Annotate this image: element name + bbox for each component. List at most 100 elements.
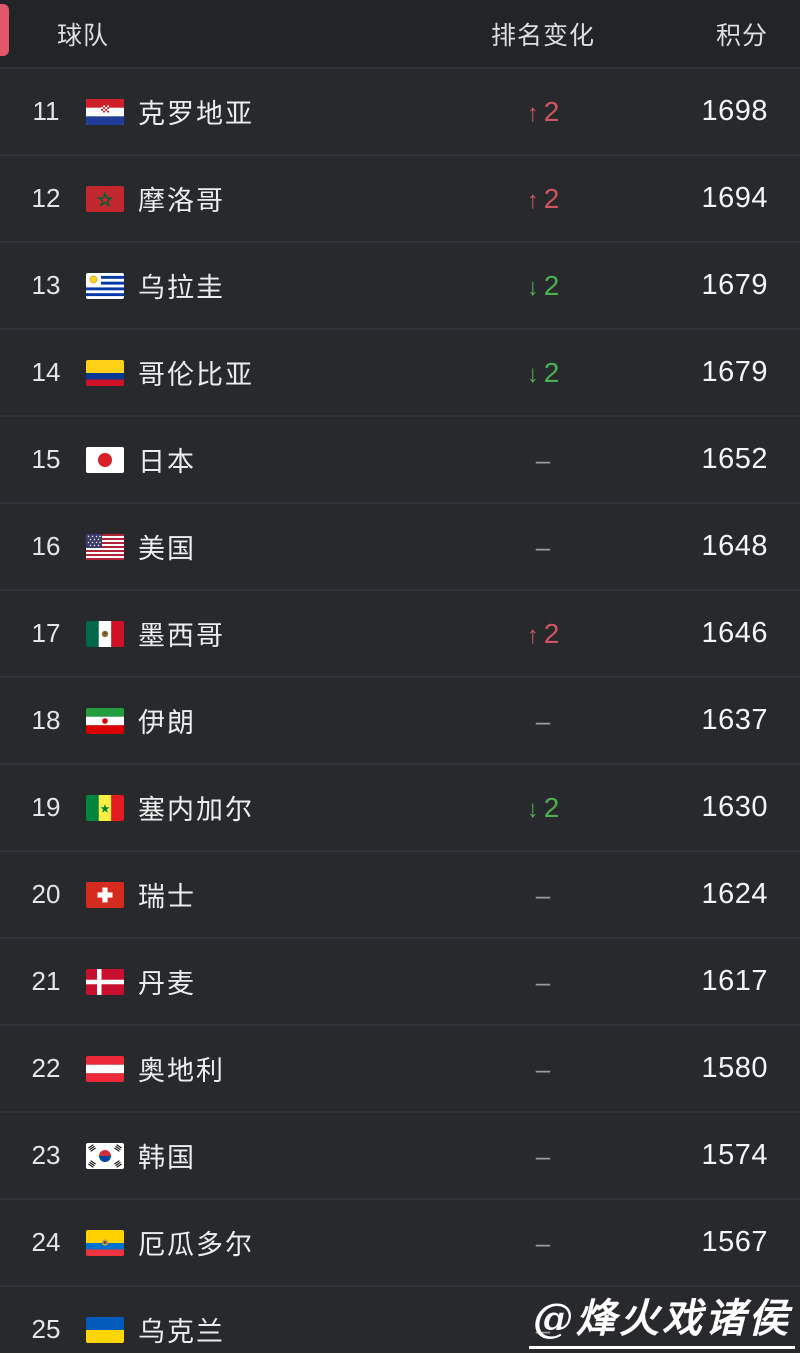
rank-number: 22 — [31, 1053, 61, 1083]
no-change-dash: – — [535, 879, 551, 910]
points-value: 1617 — [701, 965, 768, 997]
rank-number: 16 — [31, 531, 61, 561]
table-row[interactable]: 18 伊朗 – 1637 — [0, 676, 800, 763]
flag-mexico-icon — [86, 620, 124, 647]
rank-change: – — [455, 534, 631, 560]
flag-uruguay-icon — [86, 272, 124, 299]
team-name: 塞内加尔 — [138, 795, 254, 825]
table-row[interactable]: 20 瑞士 – 1624 — [0, 850, 800, 937]
rank-number: 12 — [31, 183, 61, 213]
rank-change: – — [455, 447, 631, 473]
points-value: 1698 — [701, 95, 768, 127]
team-name: 瑞士 — [138, 882, 196, 912]
points-value: 1630 — [701, 791, 768, 823]
team-name: 丹麦 — [138, 969, 196, 999]
rank-number: 17 — [31, 618, 61, 648]
points-value: 1637 — [701, 704, 768, 736]
team-name: 摩洛哥 — [138, 186, 225, 216]
no-change-dash: – — [535, 705, 551, 736]
rank-number: 18 — [31, 705, 61, 735]
rank-number: 24 — [31, 1227, 61, 1257]
rank-change: – — [455, 1317, 631, 1343]
rank-change-value: 2 — [543, 182, 560, 214]
flag-austria-icon — [86, 1055, 124, 1082]
table-row[interactable]: 25 乌克兰 – — [0, 1285, 800, 1353]
rank-number: 15 — [31, 444, 61, 474]
column-header-points: 积分 — [715, 21, 768, 50]
table-row[interactable]: 17 墨西哥 ↑ 2 1646 — [0, 589, 800, 676]
points-value: 1679 — [701, 356, 768, 388]
table-row[interactable]: 19 塞内加尔 ↓ 2 1630 — [0, 763, 800, 850]
watermark: @烽火戏诸侯 — [529, 1286, 795, 1349]
no-change-dash: – — [535, 1140, 551, 1171]
table-row[interactable]: 22 奥地利 – 1580 — [0, 1024, 800, 1111]
rank-number: 23 — [31, 1140, 61, 1170]
no-change-dash: – — [535, 1053, 551, 1084]
flag-senegal-icon — [86, 794, 124, 821]
flag-morocco-icon — [86, 185, 124, 212]
rank-change-value: 2 — [543, 617, 560, 649]
flag-ukraine-icon — [86, 1316, 124, 1343]
table-row[interactable]: 12 摩洛哥 ↑ 2 1694 — [0, 154, 800, 241]
up-arrow-icon: ↑ — [526, 621, 539, 649]
table-row[interactable]: 13 乌拉圭 ↓ 2 1679 — [0, 241, 800, 328]
table-row[interactable]: 23 韩国 – 1574 — [0, 1111, 800, 1198]
accent-bar — [0, 4, 9, 56]
flag-usa-icon — [86, 533, 124, 560]
rank-change-value: 2 — [543, 356, 560, 388]
team-name: 韩国 — [138, 1143, 196, 1173]
team-name: 美国 — [138, 534, 196, 564]
rank-change: – — [455, 969, 631, 995]
no-change-dash: – — [535, 1227, 551, 1258]
up-arrow-icon: ↑ — [526, 186, 539, 214]
flag-south-korea-icon — [86, 1142, 124, 1169]
points-value: 1580 — [701, 1052, 768, 1084]
up-arrow-icon: ↑ — [526, 99, 539, 127]
rank-number: 21 — [31, 966, 61, 996]
rank-change: ↓ 2 — [455, 356, 631, 388]
points-value: 1574 — [701, 1139, 768, 1171]
team-name: 克罗地亚 — [138, 99, 254, 129]
rank-change: ↑ 2 — [455, 95, 631, 127]
points-value: 1567 — [701, 1226, 768, 1258]
table-row[interactable]: 16 美国 – 1648 — [0, 502, 800, 589]
team-name: 日本 — [138, 447, 196, 477]
team-name: 乌拉圭 — [138, 273, 225, 303]
rank-change: – — [455, 1143, 631, 1169]
table-row[interactable]: 11 克罗地亚 ↑ 2 1698 — [0, 67, 800, 154]
flag-colombia-icon — [86, 359, 124, 386]
table-row[interactable]: 21 丹麦 – 1617 — [0, 937, 800, 1024]
flag-switzerland-icon — [86, 881, 124, 908]
rank-change: – — [455, 882, 631, 908]
column-header-team: 球队 — [57, 21, 110, 50]
rank-change-value: 2 — [543, 791, 560, 823]
team-name: 奥地利 — [138, 1056, 225, 1086]
no-change-dash: – — [535, 531, 551, 562]
rank-change: – — [455, 1230, 631, 1256]
down-arrow-icon: ↓ — [526, 273, 539, 301]
table-row[interactable]: 24 厄瓜多尔 – 1567 — [0, 1198, 800, 1285]
points-value: 1646 — [701, 617, 768, 649]
down-arrow-icon: ↓ — [526, 795, 539, 823]
team-name: 乌克兰 — [138, 1317, 225, 1347]
rank-change: – — [455, 1056, 631, 1082]
ranking-rows: 11 克罗地亚 ↑ 2 1698 12 摩洛哥 ↑ 2 1694 13 乌拉圭 ↓ 2 1679 14 哥伦比亚… — [0, 67, 800, 1353]
no-change-dash: – — [535, 444, 551, 475]
table-row[interactable]: 15 日本 – 1652 — [0, 415, 800, 502]
no-change-dash: – — [535, 966, 551, 997]
rank-change-value: 2 — [543, 95, 560, 127]
team-name: 厄瓜多尔 — [138, 1230, 254, 1260]
team-name: 伊朗 — [138, 708, 196, 738]
rank-change: ↑ 2 — [455, 182, 631, 214]
rank-change: – — [455, 708, 631, 734]
rank-number: 19 — [31, 792, 61, 822]
rank-number: 11 — [32, 96, 60, 126]
rank-number: 13 — [31, 270, 61, 300]
flag-japan-icon — [86, 446, 124, 473]
rank-number: 20 — [31, 879, 61, 909]
flag-denmark-icon — [86, 968, 124, 995]
table-row[interactable]: 14 哥伦比亚 ↓ 2 1679 — [0, 328, 800, 415]
no-change-dash: – — [535, 1314, 551, 1345]
column-header-rank-change: 排名变化 — [490, 21, 595, 50]
